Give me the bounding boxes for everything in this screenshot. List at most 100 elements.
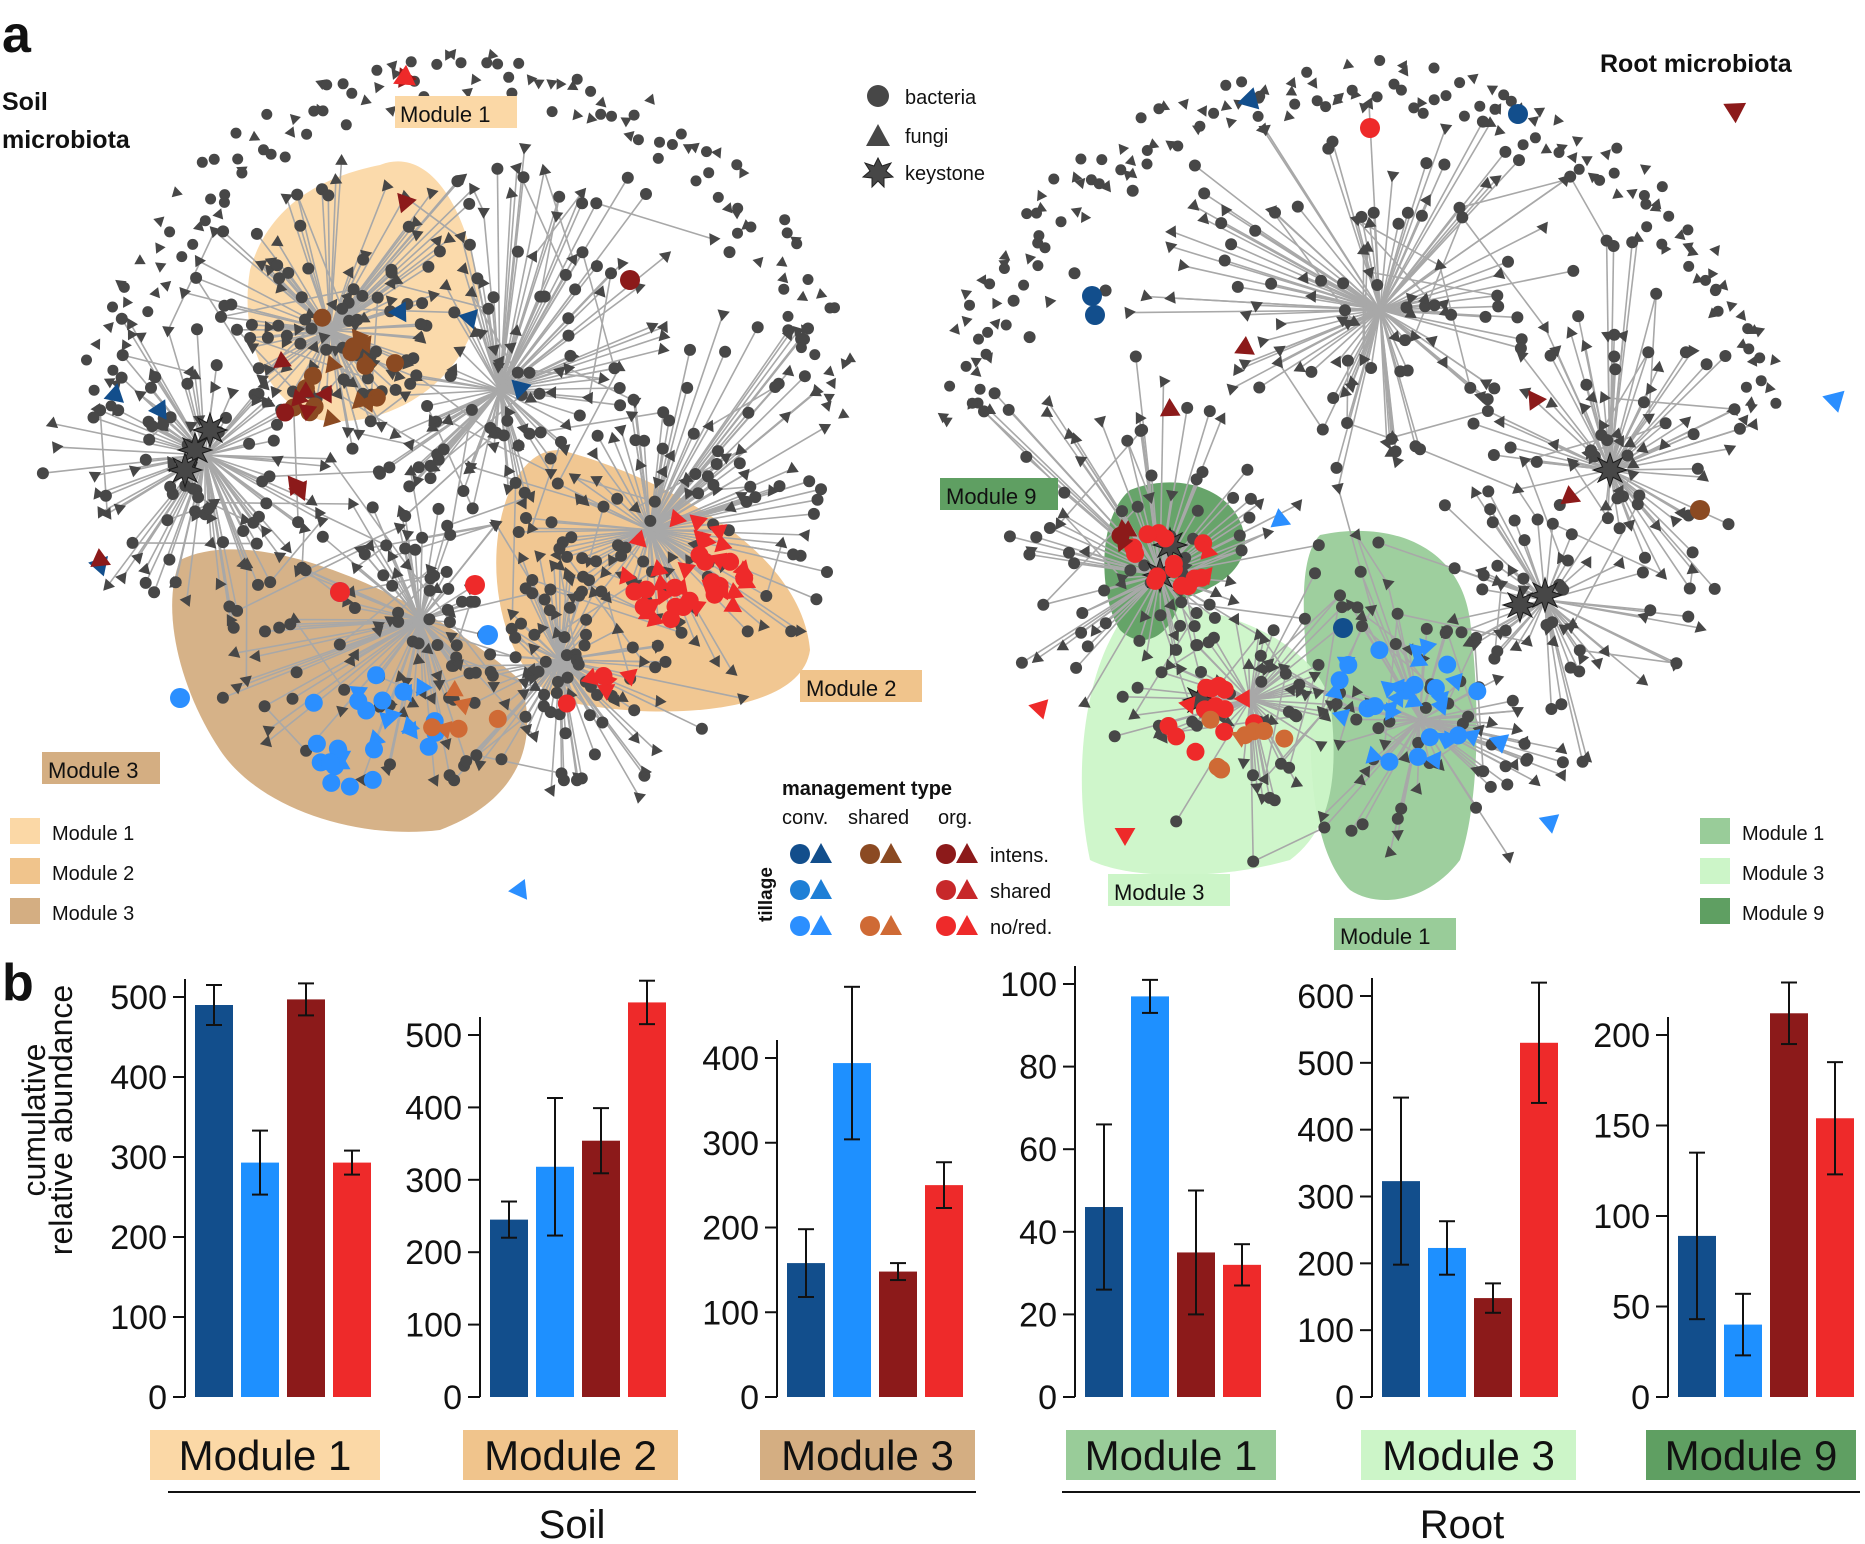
bacteria-node [403,480,416,493]
bacteria-node [1385,432,1398,445]
fungi-node [1746,418,1758,431]
bacteria-node [330,582,350,602]
fungi-node [1224,574,1237,587]
fungi-node [1438,305,1452,317]
fungi-node [305,494,318,506]
fungi-node [617,257,629,271]
network-edge [305,526,400,572]
fungi-node [1536,221,1548,234]
fungi-node [1640,164,1652,175]
fungi-node [1494,124,1506,136]
fungi-node [1418,292,1431,305]
fungi-node [1694,621,1707,633]
bacteria-node [1330,461,1343,474]
soil-nodes [36,48,856,804]
fungi-node [1404,307,1417,319]
network-edge [1404,719,1421,759]
bacteria-node [519,710,532,723]
network-edge [500,659,561,760]
network-edge [649,529,782,545]
bacteria-node [627,393,640,406]
bacteria-node [1255,722,1273,740]
legend-swatch [1700,898,1730,924]
fungi-node [1670,515,1683,528]
fungi-node [1285,76,1297,89]
bacteria-node [252,510,265,523]
fungi-node [1557,551,1569,565]
network-edge [1252,826,1325,863]
network-edge [1419,715,1469,721]
network-edge [1569,176,1608,241]
fungi-node [567,80,579,91]
fungi-node [345,376,359,388]
bacteria-node [116,349,129,362]
bacteria-node [1555,698,1568,711]
bacteria-node [1371,91,1383,103]
fungi-node [533,79,545,90]
fungi-node [552,626,565,639]
network-edge [204,454,270,478]
bacteria-node [1501,778,1514,791]
fungi-node [596,684,616,701]
fungi-node [134,254,146,265]
fungi-node [1075,456,1088,468]
bacteria-node [1453,201,1466,214]
fungi-node [1342,58,1355,70]
bacteria-node [1388,78,1400,90]
bacteria-node [526,574,539,586]
network-edge [1379,162,1428,311]
bacteria-node [1633,489,1646,502]
bacteria-node [1491,645,1504,658]
bacteria-node [1508,514,1521,527]
fungi-node [1566,326,1578,339]
bacteria-node [684,343,696,356]
bacteria-node [464,595,477,608]
legend-fungi-icon [810,843,832,863]
fungi-node [1659,438,1672,451]
network-edge [479,659,561,765]
network-edge [355,544,387,569]
bacteria-node [356,289,369,302]
fungi-node [445,49,456,61]
bacteria-node [1613,522,1626,535]
fungi-node [439,278,452,291]
fungi-node [1590,657,1603,670]
bacteria-node [1481,405,1494,417]
y-tick-label: 0 [443,1379,462,1417]
bacteria-node [1468,682,1487,701]
network-edge [204,442,250,456]
fungi-node [179,594,191,607]
bacteria-node [984,278,996,290]
fungi-node [1661,243,1672,255]
bacteria-node [503,71,515,83]
fungi-node [280,541,292,554]
bacteria-node [495,753,508,766]
fungi-node [487,441,500,454]
network-edge [499,167,518,391]
fungi-node [240,557,254,569]
fungi-node [1471,486,1483,499]
network-edge [499,177,629,391]
fungi-node [1317,810,1330,823]
network-edge [445,285,501,391]
fungi-node [545,386,557,399]
bacteria-node [1455,626,1468,639]
bacteria-node [1195,666,1207,678]
fungi-node [1099,180,1111,193]
fungi-node [527,730,539,743]
bacteria-node [1231,280,1244,293]
fungi-node [507,608,520,621]
bacteria-node [687,427,700,440]
fungi-node [1028,699,1049,720]
fungi-node [1444,730,1461,750]
fungi-node [1178,258,1190,272]
bacteria-node [1687,428,1700,441]
bar [628,1002,666,1397]
bacteria-node [1018,279,1030,291]
network-edge [557,367,621,484]
bacteria-node [572,658,585,671]
bacteria-node [1417,107,1429,119]
bacteria-node [1557,583,1570,596]
fungi-node [508,879,528,900]
bacteria-node [491,162,504,175]
